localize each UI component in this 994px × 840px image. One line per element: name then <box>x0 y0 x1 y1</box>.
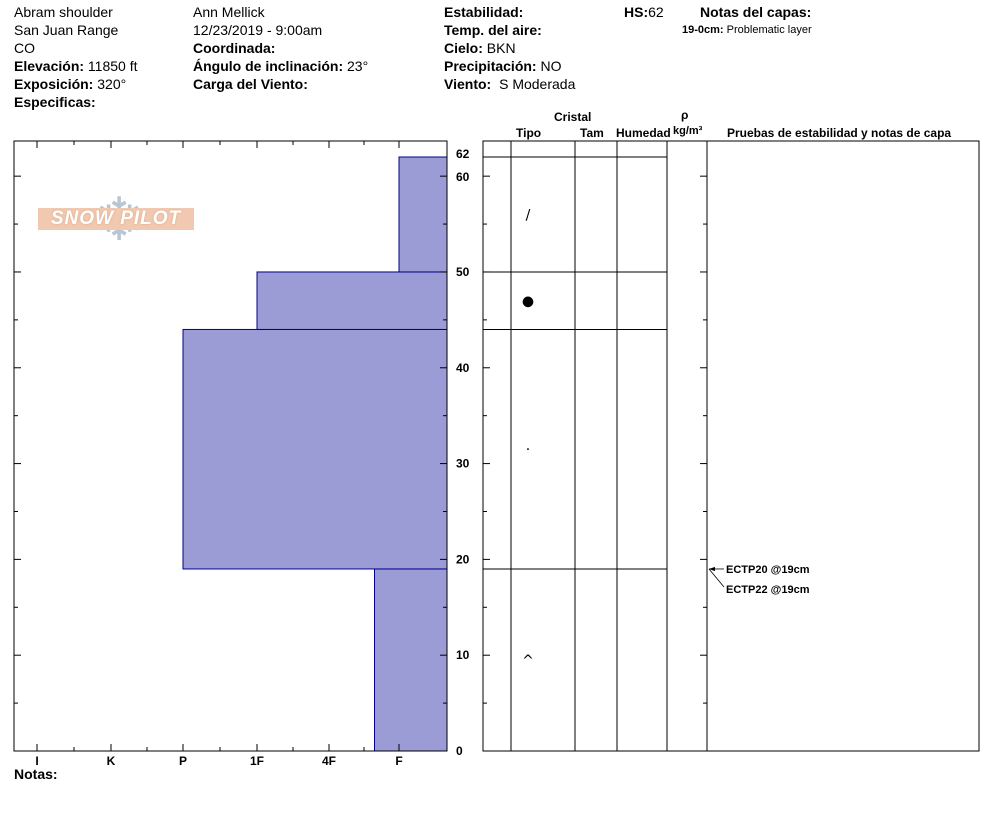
moisture-header: Humedad <box>616 126 671 140</box>
x-tick-label: P <box>179 754 187 768</box>
chart-frames <box>13 140 980 752</box>
crystal-table <box>483 141 708 751</box>
type-header: Tipo <box>516 126 542 140</box>
aspect-value: 320° <box>97 76 127 92</box>
location: Abram shoulder <box>14 4 113 20</box>
layer-note: 19-0cm: Problematic layer <box>682 24 812 37</box>
notes-label: Notas: <box>14 766 58 782</box>
x-tick-label: K <box>107 754 116 768</box>
wind-value: S Moderada <box>499 76 576 92</box>
x-tick-label: 1F <box>250 754 264 768</box>
range: San Juan Range <box>14 22 119 38</box>
elevation: Elevación: 11850 ft <box>14 58 137 74</box>
state: CO <box>14 40 35 56</box>
hardness-bar-1 <box>182 328 448 570</box>
elevation-value: 11850 ft <box>87 58 138 74</box>
elevation-label: Elevación: <box>14 58 85 74</box>
grain-symbol: · <box>526 442 530 458</box>
aspect: Exposición: 320° <box>14 76 126 92</box>
y-tick-label: 30 <box>456 457 470 471</box>
hardness-axis: I K P 1F 4F F <box>35 141 403 768</box>
slope: Ángulo de inclinación: 23° <box>193 58 368 74</box>
snowpilot-logo: ❄ SNOW PILOT <box>36 168 196 272</box>
hardness-bar-3 <box>398 156 448 273</box>
wind: Viento: S Moderada <box>444 76 575 92</box>
grain-symbol: / <box>526 207 531 223</box>
wind-label: Viento: <box>444 76 492 92</box>
y-tick-label: 0 <box>456 744 463 758</box>
sky-label: Cielo: <box>444 40 483 56</box>
precip: Precipitación: NO <box>444 58 561 74</box>
hs: HS:62 <box>624 4 664 20</box>
stability-label: Estabilidad: <box>444 4 524 20</box>
stability-tests: ECTP20 @19cm ECTP22 @19cm <box>708 564 810 596</box>
y-tick-label: 40 <box>456 361 470 375</box>
logo-text: SNOW PILOT <box>38 208 194 230</box>
size-header: Tam <box>580 126 604 140</box>
test-leader-line <box>708 568 725 588</box>
crystal-header: Cristal <box>554 110 592 124</box>
hardness-frame <box>13 140 448 752</box>
y-tick-label: 20 <box>456 552 470 566</box>
y-tick-label: 50 <box>456 265 470 279</box>
sky: Cielo: BKN <box>444 40 516 56</box>
stability-test-label: ECTP22 @19cm <box>726 584 810 596</box>
hardness-bars <box>182 156 448 752</box>
hardness-bar-0 <box>374 568 448 752</box>
sky-value: BKN <box>486 40 516 56</box>
depth-axis: 0 10 20 30 40 50 60 62 <box>14 147 707 758</box>
grain-symbol: ● <box>522 294 534 310</box>
slope-value: 23° <box>347 58 369 74</box>
precip-label: Precipitación: <box>444 58 537 74</box>
hs-value: 62 <box>648 4 664 20</box>
x-tick-label: F <box>395 754 402 768</box>
wind-load-label: Carga del Viento: <box>193 76 308 92</box>
x-tick-label: 4F <box>322 754 336 768</box>
aspect-label: Exposición: <box>14 76 94 92</box>
hs-label: HS: <box>624 4 649 20</box>
grain-symbol: ^ <box>522 653 534 669</box>
layer-note-text: Problematic layer <box>726 24 812 36</box>
layer-notes-label: Notas del capas: <box>700 4 812 20</box>
observer: Ann Mellick <box>193 4 265 20</box>
specifics-label: Especificas: <box>14 94 96 110</box>
precip-value: NO <box>540 58 562 74</box>
rho-header: ρ <box>681 108 689 122</box>
coordinates-label: Coordinada: <box>193 40 276 56</box>
stability-test-label: ECTP20 @19cm <box>726 564 810 576</box>
hardness-bar-2 <box>256 271 448 330</box>
table-frame <box>482 140 980 752</box>
stability-notes-header: Pruebas de estabilidad y notas de capa <box>727 126 952 140</box>
density-unit-header: kg/m³ <box>673 125 703 137</box>
grain-symbols: / ● · ^ <box>522 207 534 669</box>
y-tick-label: 60 <box>456 170 470 184</box>
layer-note-depth: 19-0cm: <box>682 24 724 36</box>
y-tick-label: 10 <box>456 648 470 662</box>
slope-label: Ángulo de inclinación: <box>193 58 344 74</box>
y-tick-label: 62 <box>456 147 470 161</box>
arrowhead-icon <box>709 566 715 571</box>
air-temp-label: Temp. del aire: <box>444 22 542 38</box>
x-tick-label: I <box>35 754 38 768</box>
datetime: 12/23/2019 - 9:00am <box>193 22 323 38</box>
